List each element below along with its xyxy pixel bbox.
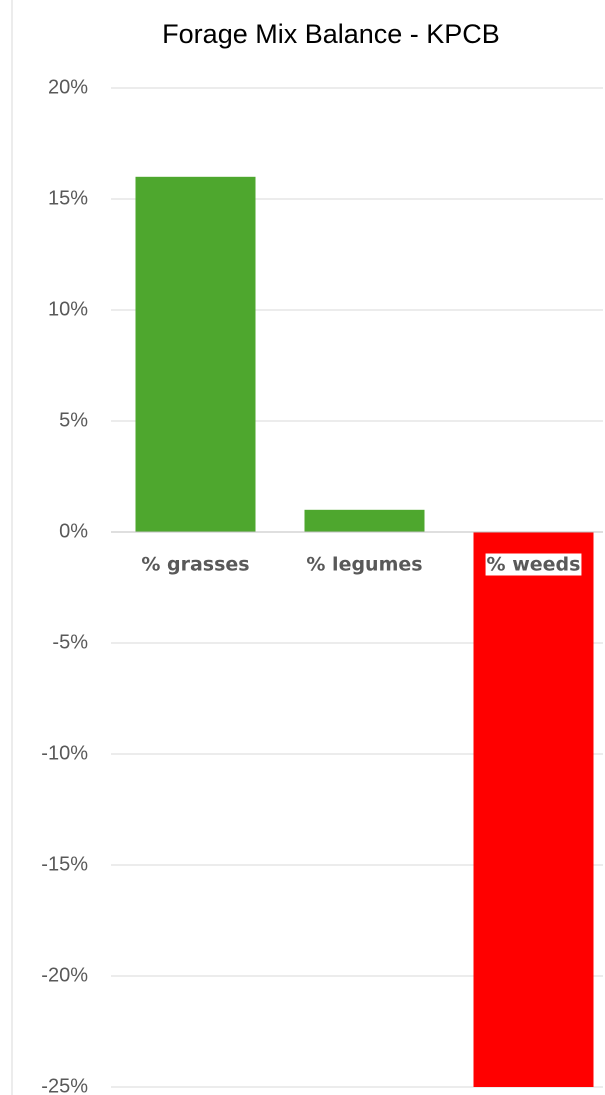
y-tick-label: 10%: [48, 298, 88, 320]
bar: [304, 509, 425, 532]
y-tick-label: -15%: [41, 853, 88, 875]
y-tick-label: -25%: [41, 1075, 88, 1095]
x-tick-label: % legumes: [306, 554, 422, 576]
y-tick-label: -5%: [52, 631, 88, 653]
y-tick-label: 15%: [48, 187, 88, 209]
y-tick-label: 20%: [48, 76, 88, 98]
chart-title: Forage Mix Balance - KPCB: [162, 19, 500, 49]
label-background: [485, 553, 582, 576]
x-tick-label: % weeds: [487, 554, 581, 576]
bar: [135, 176, 256, 533]
bar: [473, 532, 594, 1087]
y-tick-label: -20%: [41, 964, 88, 986]
y-tick-label: -10%: [41, 742, 88, 764]
y-tick-label: 5%: [59, 409, 88, 431]
y-tick-label: 0%: [59, 520, 88, 542]
x-tick-label: % grasses: [141, 554, 249, 576]
